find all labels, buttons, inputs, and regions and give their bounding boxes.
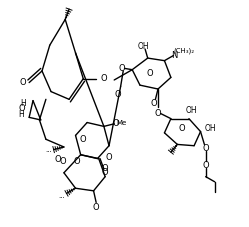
Text: O: O xyxy=(101,74,107,83)
Text: ...: ... xyxy=(58,193,65,199)
Text: H: H xyxy=(20,99,26,108)
Text: O: O xyxy=(146,69,153,78)
Text: O: O xyxy=(102,164,109,173)
Text: Me: Me xyxy=(117,120,127,126)
Text: O: O xyxy=(178,124,185,133)
Text: H: H xyxy=(18,110,24,119)
Text: O: O xyxy=(112,119,119,128)
Text: O: O xyxy=(115,90,121,99)
Text: O: O xyxy=(73,157,80,166)
Text: OH: OH xyxy=(205,124,217,133)
Text: O: O xyxy=(80,135,87,144)
Text: O: O xyxy=(102,168,109,177)
Text: OH: OH xyxy=(186,106,197,115)
Text: (CH₃)₂: (CH₃)₂ xyxy=(173,47,194,54)
Text: O: O xyxy=(93,203,99,212)
Text: O: O xyxy=(151,99,157,108)
Text: O: O xyxy=(155,109,161,118)
Text: O: O xyxy=(106,153,112,162)
Text: O: O xyxy=(19,78,26,87)
Text: O: O xyxy=(54,155,61,164)
Text: ...: ... xyxy=(45,147,52,153)
Text: O: O xyxy=(59,157,66,166)
Text: OH: OH xyxy=(138,42,150,51)
Text: O: O xyxy=(202,144,209,153)
Text: N: N xyxy=(172,51,178,60)
Text: O: O xyxy=(119,64,125,73)
Text: O: O xyxy=(202,160,209,170)
Text: O: O xyxy=(18,104,25,113)
